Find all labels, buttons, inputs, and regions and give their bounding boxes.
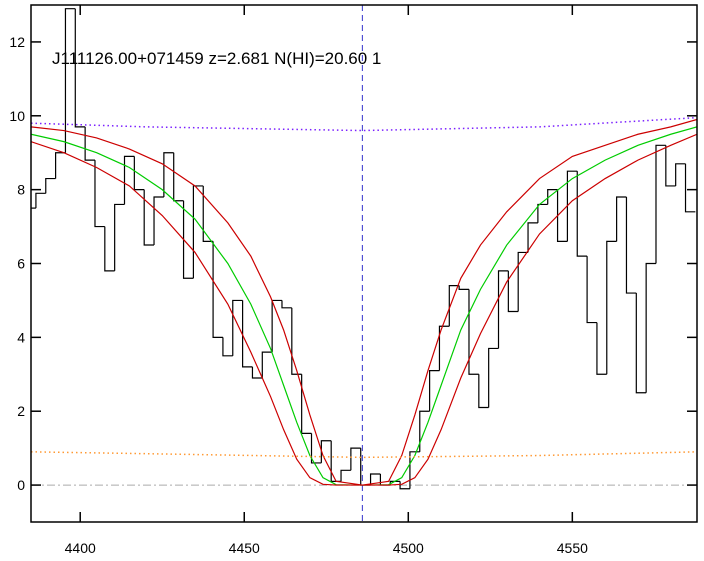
flux-step xyxy=(635,293,647,394)
y-tick-label: 4 xyxy=(17,329,25,345)
flux-step xyxy=(182,200,194,279)
flux-step xyxy=(684,163,696,213)
flux-step xyxy=(232,299,243,356)
flux-step xyxy=(596,322,607,375)
flux-step xyxy=(114,203,125,271)
flux-step xyxy=(84,126,95,161)
x-tick-label: 4500 xyxy=(393,540,424,556)
flux-step xyxy=(202,185,214,242)
flux-step xyxy=(369,473,381,486)
flux-step xyxy=(35,192,46,209)
annotation: J111126.00+071459 z=2.681 N(HI)=20.60 1 xyxy=(52,49,381,68)
x-tick-label: 4400 xyxy=(65,540,96,556)
flux-step xyxy=(251,366,263,379)
flux-step xyxy=(547,189,558,205)
flux-step xyxy=(625,197,637,294)
flux-step xyxy=(123,155,135,205)
flux-step xyxy=(537,203,548,223)
flux-step xyxy=(310,433,322,464)
flux-step xyxy=(340,469,351,482)
flux-step xyxy=(497,270,509,349)
flux-step xyxy=(163,152,174,198)
flux-step xyxy=(507,270,519,313)
y-tick-label: 8 xyxy=(17,182,25,198)
flux-step xyxy=(448,285,460,327)
x-tick-label: 4550 xyxy=(557,540,588,556)
flux-step xyxy=(153,196,164,246)
flux-step xyxy=(616,196,627,242)
y-tick-label: 12 xyxy=(9,34,25,50)
flux-step xyxy=(104,226,115,272)
flux-step xyxy=(655,144,666,264)
plot-area xyxy=(31,5,697,522)
y-tick-label: 2 xyxy=(17,403,25,419)
flux-step xyxy=(64,8,76,153)
flux-step xyxy=(586,256,597,324)
flux-step xyxy=(429,369,440,412)
y-tick-label: 6 xyxy=(17,256,25,272)
flux-step xyxy=(261,351,273,378)
flux-step xyxy=(222,337,233,357)
flux-step xyxy=(468,289,479,375)
flux-step xyxy=(665,145,676,187)
flux-step xyxy=(419,410,430,452)
flux-step xyxy=(576,171,588,257)
flux-step xyxy=(517,251,529,312)
flux-step xyxy=(94,160,105,228)
dotted-curve xyxy=(31,451,697,459)
flux-step xyxy=(74,8,86,128)
flux-step xyxy=(527,222,538,253)
flux-step xyxy=(192,185,204,279)
flux-step xyxy=(320,440,332,463)
fit-curve xyxy=(31,133,697,486)
flux-step xyxy=(212,241,223,338)
flux-step xyxy=(645,262,656,393)
flux-step xyxy=(675,163,686,186)
flux-step xyxy=(556,189,568,242)
flux-step xyxy=(566,170,578,242)
flux-step xyxy=(242,300,253,368)
flux-step xyxy=(45,177,56,194)
flux-step xyxy=(281,300,292,309)
flux-step xyxy=(478,374,489,409)
dotted-curve xyxy=(31,116,697,132)
flux-step xyxy=(458,285,469,290)
flux-step xyxy=(143,189,155,246)
flux-step xyxy=(438,325,450,371)
y-tick-label: 0 xyxy=(17,477,25,493)
flux-step xyxy=(606,240,617,375)
flux-step xyxy=(488,347,499,408)
x-tick-label: 4450 xyxy=(229,540,260,556)
flux-step xyxy=(350,447,361,471)
y-tick-label: 10 xyxy=(9,108,25,124)
